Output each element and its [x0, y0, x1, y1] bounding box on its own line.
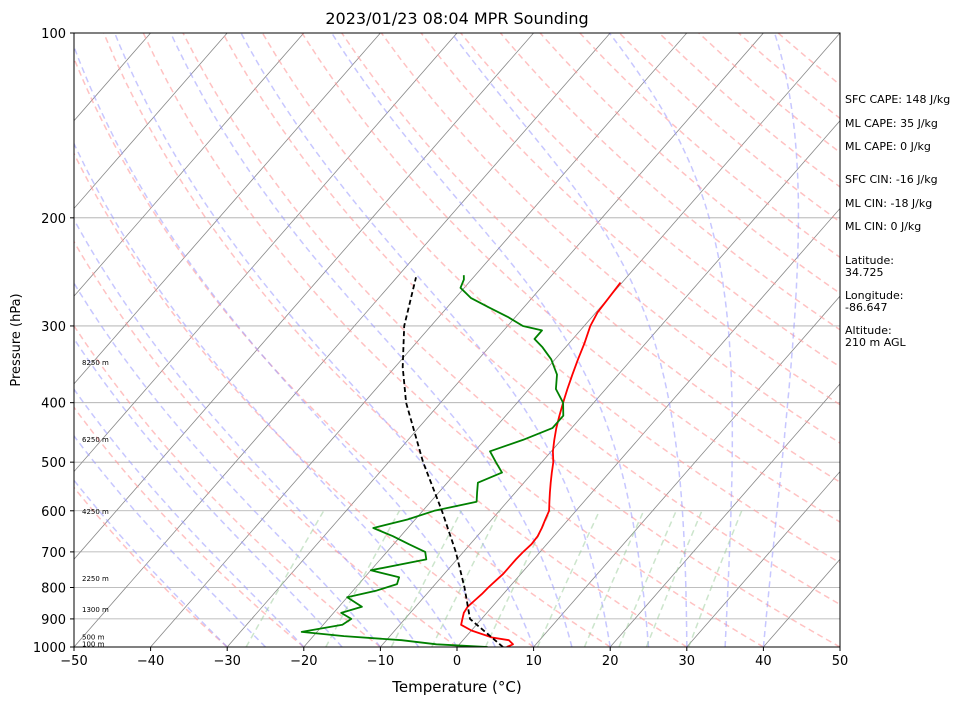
- y-tick-label: 1000: [33, 641, 66, 656]
- dry-adiabat: [222, 33, 840, 606]
- moist-adiabat: [169, 33, 573, 647]
- x-tick-label: 40: [755, 654, 772, 669]
- mixing-ratio-line: [536, 510, 601, 647]
- height-label: 1300 m: [82, 606, 109, 614]
- dry-adiabat: [499, 33, 840, 331]
- isotherm-line: [74, 33, 611, 647]
- dry-adiabat: [142, 33, 764, 647]
- y-axis-label: Pressure (hPa): [9, 293, 24, 386]
- mixing-ratio-line: [431, 510, 501, 647]
- x-tick-label: −30: [213, 654, 240, 669]
- y-tick-label: 600: [41, 505, 66, 520]
- height-label: 2250 m: [82, 575, 109, 583]
- y-tick-label: 700: [41, 546, 66, 561]
- isotherm-line: [533, 295, 840, 647]
- moist-adiabat: [240, 33, 611, 647]
- mixing-ratio-line: [390, 510, 463, 647]
- isotherm-line: [380, 120, 840, 647]
- temperature-line: [460, 282, 622, 647]
- isotherm-line: [74, 33, 305, 297]
- ml-cin-1: ML CIN: -18 J/kg: [845, 197, 933, 210]
- dry-adiabat: [341, 33, 840, 484]
- y-tick-label: 800: [41, 581, 66, 596]
- latitude-value: 34.725: [845, 266, 884, 279]
- isotherm-line: [609, 383, 840, 647]
- dry-adiabat: [539, 33, 840, 295]
- dry-adiabat: [301, 33, 840, 523]
- moist-adiabat: [74, 479, 228, 647]
- y-tick-label: 900: [41, 613, 66, 628]
- y-tick-label: 300: [41, 320, 66, 335]
- x-tick-label: 50: [832, 654, 849, 669]
- height-label: 8250 m: [82, 359, 109, 367]
- mixing-ratio-line: [484, 510, 552, 647]
- isotherm-line: [74, 33, 381, 385]
- moist-adiabat: [74, 44, 496, 647]
- moist-adiabat: [762, 33, 800, 647]
- x-tick-label: 0: [453, 654, 461, 669]
- dry-adiabat: [261, 33, 840, 564]
- altitude-value: 210 m AGL: [845, 336, 906, 349]
- moist-adiabat: [451, 33, 688, 647]
- y-tick-label: 200: [41, 212, 66, 227]
- dry-adiabat: [103, 33, 688, 647]
- x-tick-label: −20: [290, 654, 317, 669]
- dry-adiabat: [74, 240, 458, 647]
- moist-adiabat: [331, 33, 650, 647]
- dry-adiabat: [74, 151, 535, 647]
- isotherm-line: [74, 33, 458, 473]
- dry-adiabat: [182, 33, 840, 647]
- ml-cape-1: ML CAPE: 35 J/kg: [845, 117, 938, 130]
- parcel-path-line: [401, 277, 504, 647]
- dry-adiabat: [460, 33, 840, 368]
- isotherm-line: [456, 207, 840, 647]
- moist-adiabat: [74, 141, 458, 647]
- mixing-ratio-line: [645, 510, 703, 647]
- y-tick-label: 500: [41, 456, 66, 471]
- altitude-label: Altitude:: [845, 324, 892, 337]
- mixing-ratio-line: [618, 510, 677, 647]
- mixing-ratio-line: [687, 510, 743, 647]
- latitude-label: Latitude:: [845, 254, 894, 267]
- x-tick-label: 20: [602, 654, 619, 669]
- moist-adiabat: [74, 387, 305, 647]
- isotherm-line: [74, 33, 534, 560]
- x-tick-label: 30: [679, 654, 696, 669]
- moist-adiabat: [74, 218, 420, 647]
- y-tick-label: 400: [41, 397, 66, 412]
- isotherm-line: [226, 33, 764, 647]
- isotherm-line: [303, 33, 840, 647]
- isotherm-line: [74, 33, 228, 210]
- moist-adiabat: [74, 434, 267, 647]
- moist-adiabat: [114, 33, 535, 647]
- sfc-cape: SFC CAPE: 148 J/kg: [845, 93, 951, 106]
- ml-cin-2: ML CIN: 0 J/kg: [845, 220, 922, 233]
- x-tick-label: −40: [137, 654, 164, 669]
- height-label: 6250 m: [82, 436, 109, 444]
- dewpoint-line: [300, 275, 565, 647]
- x-tick-label: −50: [60, 654, 87, 669]
- x-axis-label: Temperature (°C): [391, 678, 521, 696]
- height-label: 500 m: [82, 634, 105, 642]
- moist-adiabat: [608, 33, 734, 647]
- x-tick-label: 10: [525, 654, 542, 669]
- height-label: 100 m: [82, 640, 105, 648]
- ml-cape-2: ML CAPE: 0 J/kg: [845, 140, 931, 153]
- mixing-ratio-line: [325, 510, 401, 647]
- height-label: 4250 m: [82, 508, 109, 516]
- chart-title: 2023/01/23 08:04 MPR Sounding: [325, 9, 588, 28]
- y-tick-label: 100: [41, 27, 66, 42]
- isotherm-line: [686, 470, 840, 647]
- longitude-label: Longitude:: [845, 289, 904, 302]
- mixing-ratio-line: [583, 510, 645, 647]
- sfc-cin: SFC CIN: -16 J/kg: [845, 173, 938, 186]
- mixing-ratio-line: [245, 510, 325, 647]
- dry-adiabat: [74, 486, 228, 647]
- stats-panel: SFC CAPE: 148 J/kg: [845, 94, 950, 106]
- longitude-value: -86.647: [845, 301, 888, 314]
- x-tick-label: −10: [367, 654, 394, 669]
